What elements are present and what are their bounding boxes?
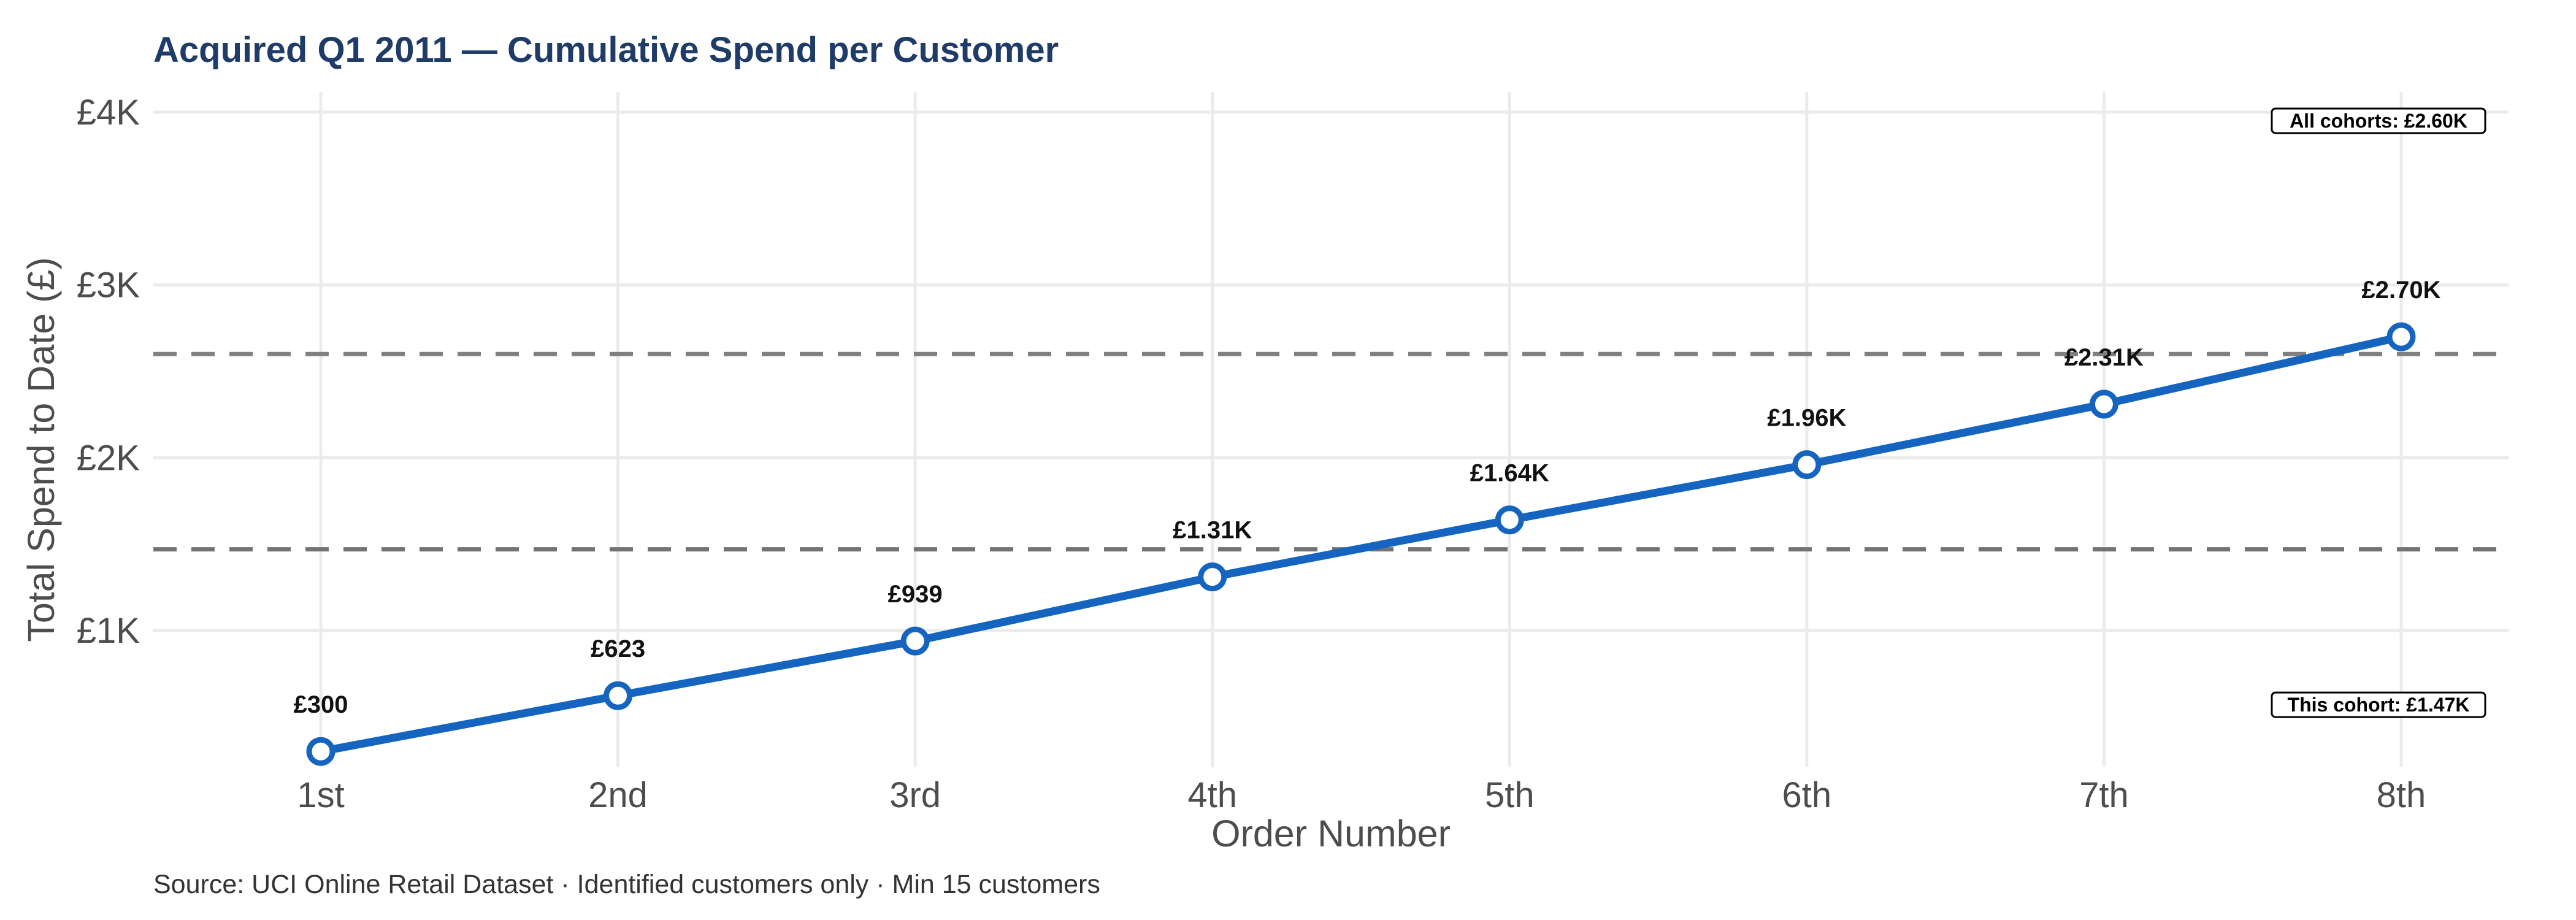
x-tick-label: 6th bbox=[1782, 775, 1832, 815]
data-label: £939 bbox=[888, 581, 943, 608]
data-point bbox=[1495, 505, 1524, 535]
data-label: £623 bbox=[591, 635, 645, 662]
x-tick-label: 4th bbox=[1187, 775, 1237, 815]
data-label: £2.70K bbox=[2362, 277, 2441, 304]
data-label: £2.31K bbox=[2064, 344, 2144, 371]
y-tick-label: £3K bbox=[77, 266, 140, 305]
x-tick-label: 5th bbox=[1485, 775, 1535, 815]
y-axis-ticks: £1K £2K £3K £4K bbox=[77, 93, 140, 651]
reference-label-box bbox=[2271, 107, 2486, 134]
data-point bbox=[1792, 450, 1822, 480]
data-point bbox=[2089, 389, 2118, 419]
x-axis-title: Order Number bbox=[1211, 813, 1451, 854]
series-line-group: £300 £623 £939 £1.31K £1.64K £1.96K £2.31K £2.7… bbox=[294, 277, 2441, 766]
y-tick-label: £2K bbox=[77, 438, 140, 478]
data-point bbox=[1198, 562, 1227, 592]
reference-label: All cohorts: £2.60K bbox=[2290, 110, 2467, 132]
series-line bbox=[316, 332, 2405, 756]
chart-caption: Source: UCI Online Retail Dataset · Iden… bbox=[153, 870, 1100, 899]
y-tick-label: £1K bbox=[77, 611, 140, 651]
x-tick-label: 7th bbox=[2079, 775, 2129, 815]
data-point bbox=[604, 681, 633, 710]
data-point bbox=[306, 737, 335, 766]
data-point bbox=[2386, 322, 2416, 351]
y-tick-label: £4K bbox=[77, 93, 140, 132]
reference-label-box bbox=[2271, 691, 2486, 718]
data-point bbox=[900, 626, 930, 656]
data-label: £1.31K bbox=[1173, 517, 1252, 544]
data-label: £1.96K bbox=[1767, 405, 1846, 432]
x-tick-label: 3rd bbox=[889, 775, 941, 815]
reference-lines: All cohorts: £2.60K This cohort: £1.47K bbox=[153, 107, 2509, 718]
chart-title: Acquired Q1 2011 — Cumulative Spend per … bbox=[153, 30, 1059, 70]
x-axis-ticks: 1st 2nd 3rd 4th 5th 6th 7th 8th bbox=[297, 775, 2426, 815]
data-label: £1.64K bbox=[1470, 460, 1549, 487]
grid bbox=[153, 92, 2509, 767]
x-tick-label: 1st bbox=[297, 775, 344, 815]
y-axis-title: Total Spend to Date (£) bbox=[20, 257, 62, 642]
x-tick-label: 2nd bbox=[588, 775, 648, 815]
data-label: £300 bbox=[294, 691, 348, 718]
x-tick-label: 8th bbox=[2377, 775, 2426, 815]
reference-label: This cohort: £1.47K bbox=[2288, 694, 2470, 716]
